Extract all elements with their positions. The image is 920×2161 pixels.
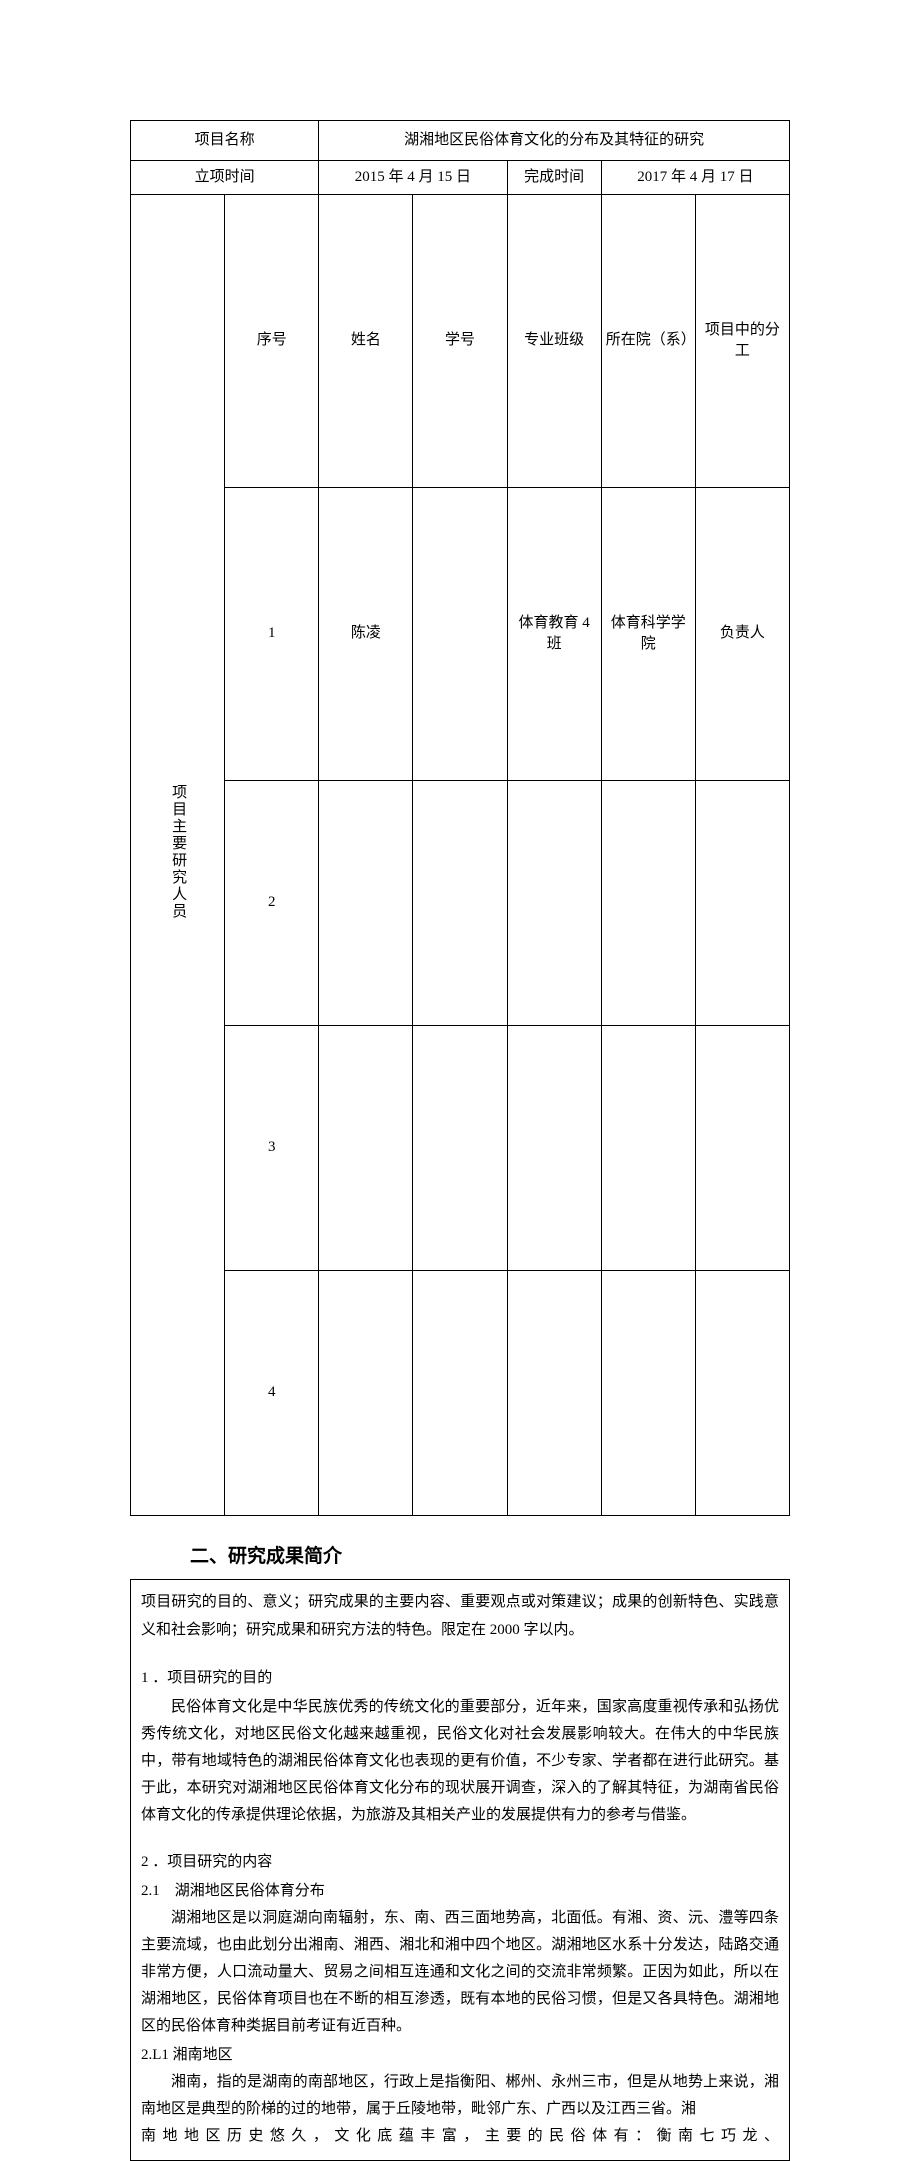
s2-sub2: 2.L1 湘南地区 [141,2042,779,2069]
s2-p3: 南地地区历史悠久，文化底蕴丰富，主要的民俗体有：衡南七巧龙、 [141,2123,779,2150]
intro-text: 项目研究的目的、意义；研究成果的主要内容、重要观点或对策建议；成果的创新特色、实… [141,1588,779,1645]
cell-seq: 1 [225,487,319,780]
table-row: 1 陈凌 体育教育 4 班 体育科学学院 负责人 [131,487,790,780]
start-date-value: 2015 年 4 月 15 日 [319,161,507,195]
side-label: 项目主要研究人员 [167,201,188,1502]
table-row: 3 [131,1025,790,1270]
content-box: 项目研究的目的、意义；研究成果的主要内容、重要观点或对策建议；成果的创新特色、实… [130,1579,790,2161]
cell-dept: 体育科学学院 [601,487,695,780]
cell-student-id [413,1025,507,1270]
cell-class: 体育教育 4 班 [507,487,601,780]
s1-p1: 民俗体育文化是中华民族优秀的传统文化的重要部分，近年来，国家高度重视传承和弘扬优… [141,1694,779,1829]
cell-name [319,780,413,1025]
table-row: 2 [131,780,790,1025]
project-name-label: 项目名称 [131,121,319,161]
col-class: 专业班级 [507,195,601,488]
section-title: 二、研究成果简介 [190,1544,790,1571]
s1-heading: 1 ．项目研究的目的 [141,1665,779,1692]
cell-seq: 2 [225,780,319,1025]
cell-dept [601,780,695,1025]
start-date-label: 立项时间 [131,161,319,195]
col-seq: 序号 [225,195,319,488]
col-student-id: 学号 [413,195,507,488]
col-name: 姓名 [319,195,413,488]
col-role: 项目中的分工 [695,195,789,488]
cell-student-id [413,487,507,780]
cell-student-id [413,1270,507,1515]
col-dept: 所在院（系） [601,195,695,488]
cell-role [695,1025,789,1270]
cell-role [695,1270,789,1515]
cell-dept [601,1025,695,1270]
s2-heading: 2 ．项目研究的内容 [141,1849,779,1876]
cell-role: 负责人 [695,487,789,780]
cell-dept [601,1270,695,1515]
cell-seq: 3 [225,1025,319,1270]
cell-student-id [413,780,507,1025]
cell-class [507,1025,601,1270]
end-date-label: 完成时间 [507,161,601,195]
cell-name [319,1270,413,1515]
project-name-value: 湖湘地区民俗体育文化的分布及其特征的研究 [319,121,790,161]
end-date-value: 2017 年 4 月 17 日 [601,161,789,195]
s2-p1: 湖湘地区是以洞庭湖向南辐射，东、南、西三面地势高，北面低。有湘、资、沅、澧等四条… [141,1905,779,2040]
s2-p2: 湘南，指的是湖南的南部地区，行政上是指衡阳、郴州、永州三市，但是从地势上来说，湘… [141,2069,779,2123]
project-info-table: 项目名称 湖湘地区民俗体育文化的分布及其特征的研究 立项时间 2015 年 4 … [130,120,790,1516]
cell-class [507,780,601,1025]
cell-seq: 4 [225,1270,319,1515]
cell-name [319,1025,413,1270]
table-row: 4 [131,1270,790,1515]
s2-sub1: 2.1 湖湘地区民俗体育分布 [141,1878,779,1905]
cell-name: 陈凌 [319,487,413,780]
cell-role [695,780,789,1025]
side-label-cell: 项目主要研究人员 [131,195,225,1516]
cell-class [507,1270,601,1515]
